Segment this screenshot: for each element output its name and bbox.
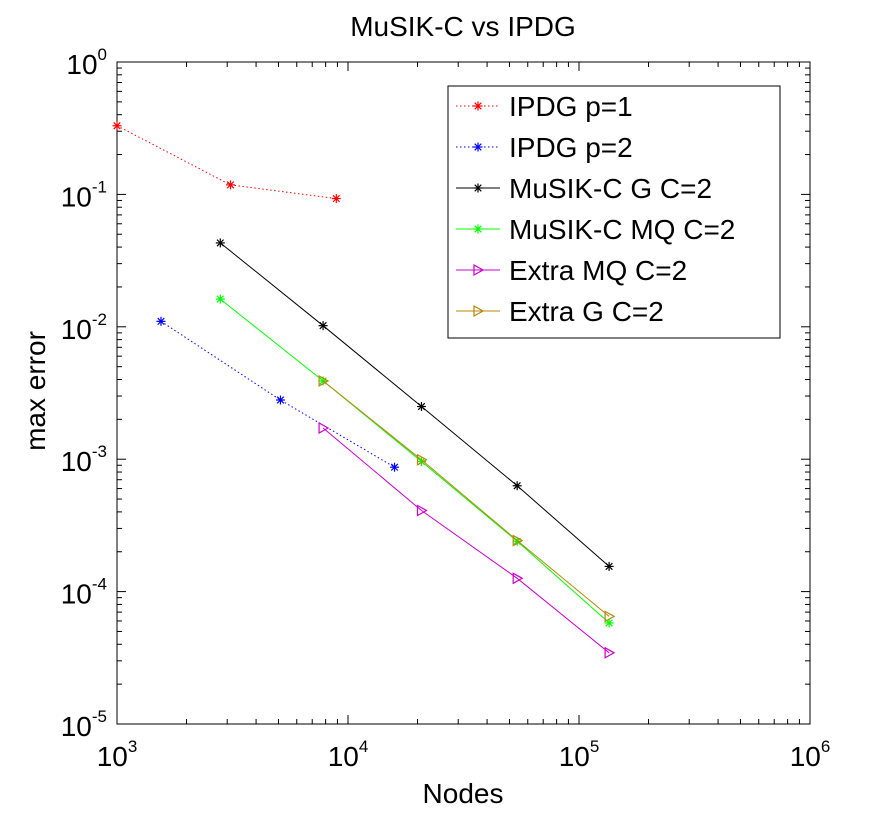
y-axis-label: max error	[20, 331, 51, 451]
data-point	[318, 374, 330, 387]
y-tick-label: 10-3	[61, 442, 107, 477]
legend-label: IPDG p=1	[509, 91, 633, 122]
legend-marker	[473, 224, 483, 234]
data-point	[416, 504, 428, 517]
legend-marker	[473, 101, 483, 111]
legend-marker	[473, 142, 483, 152]
data-point	[604, 561, 614, 571]
data-point	[512, 481, 522, 491]
data-point	[331, 194, 341, 204]
x-tick-label: 105	[559, 737, 600, 772]
x-tick-label: 104	[328, 737, 369, 772]
data-point	[215, 238, 225, 248]
data-point	[318, 321, 328, 331]
data-point	[112, 121, 122, 131]
series-line	[322, 427, 610, 654]
data-point	[275, 395, 285, 405]
legend: IPDG p=1 IPDG p=2 MuSIK-C G C=2 MuSIK-C MQ …	[447, 85, 781, 339]
legend-marker	[473, 304, 485, 318]
data-point	[215, 294, 225, 304]
x-axis-label: Nodes	[423, 778, 504, 809]
x-tick-label: 103	[97, 737, 138, 772]
y-tick-label: 10-4	[61, 575, 107, 610]
data-point	[416, 453, 428, 466]
x-tick-label: 106	[790, 737, 831, 772]
data-point	[604, 610, 616, 623]
data-point	[416, 402, 426, 412]
data-point	[604, 646, 616, 659]
y-tick-label: 100	[66, 45, 107, 80]
legend-marker	[473, 263, 485, 277]
legend-label: Extra G C=2	[509, 296, 664, 327]
series-line	[322, 380, 610, 617]
series-line	[219, 298, 610, 624]
legend-label: IPDG p=2	[509, 132, 633, 163]
data-point	[156, 316, 166, 326]
chart-title: MuSIK-C vs IPDG	[350, 11, 576, 42]
data-point	[512, 534, 524, 547]
y-tick-label: 10-2	[61, 310, 107, 345]
series-line	[116, 125, 337, 200]
legend-marker	[473, 183, 483, 193]
data-point	[226, 180, 236, 190]
y-tick-label: 10-1	[61, 177, 107, 212]
legend-label: MuSIK-C MQ C=2	[509, 214, 735, 245]
data-point	[318, 421, 330, 435]
legend-label: Extra MQ C=2	[509, 255, 687, 286]
axes-box	[116, 61, 811, 725]
legend-label: MuSIK-C G C=2	[509, 173, 712, 204]
legend-box	[447, 85, 781, 339]
data-point	[390, 462, 400, 472]
data-point	[512, 572, 524, 585]
series-line	[160, 320, 395, 468]
y-tick-label: 10-5	[61, 707, 107, 742]
